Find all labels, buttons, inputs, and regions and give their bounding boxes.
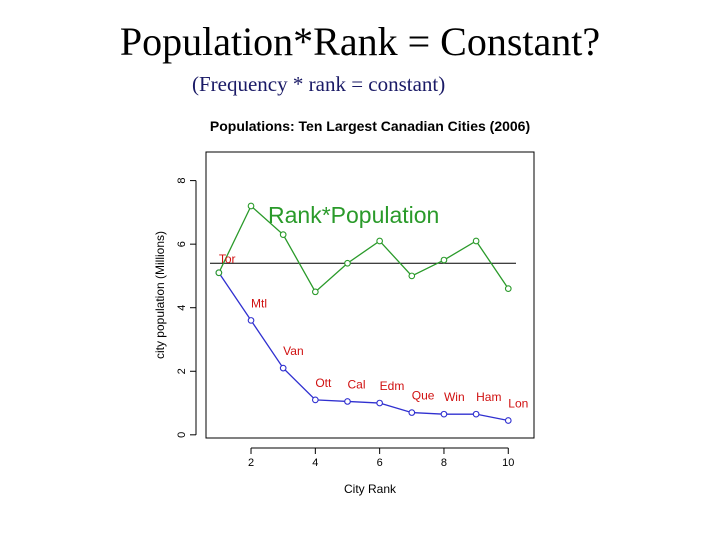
city-label-mtl: Mtl xyxy=(251,296,267,310)
city-label-van: Van xyxy=(283,344,303,358)
series-0-point-9 xyxy=(472,410,480,418)
series-0-point-7 xyxy=(408,409,416,416)
series-0-point-6 xyxy=(376,399,383,407)
series-1-point-9 xyxy=(472,237,480,245)
city-label-edm: Edm xyxy=(380,379,405,393)
y-tick-label-6: 6 xyxy=(176,241,188,247)
series-1-point-8 xyxy=(440,256,448,264)
series-line-0 xyxy=(218,272,509,422)
axes: 2 4 6 8 10 0 2 4 6 8 xyxy=(176,178,514,469)
city-label-lon: Lon xyxy=(508,397,528,411)
y-tick-label-0: 0 xyxy=(176,432,188,438)
series-0-point-8 xyxy=(440,410,448,418)
series-1-point-5 xyxy=(344,259,351,267)
series-1-point-7 xyxy=(408,272,416,280)
plot-area-frame xyxy=(205,151,535,439)
series-0-point-10 xyxy=(504,417,512,424)
city-label-que: Que xyxy=(412,389,435,403)
series-0-point-5 xyxy=(344,398,351,405)
chart-title: Populations: Ten Largest Canadian Cities… xyxy=(210,118,530,134)
series-1-point-10 xyxy=(504,285,512,292)
y-axis-label: city population (Millions) xyxy=(153,231,167,359)
city-label-ham: Ham xyxy=(476,390,501,404)
annotation-rank-population: Rank*Population xyxy=(268,202,439,228)
y-tick-label-4: 4 xyxy=(176,305,188,311)
x-tick-label-4: 4 xyxy=(312,457,318,469)
y-tick-label-8: 8 xyxy=(176,178,188,184)
series-0-point-3 xyxy=(279,364,287,372)
slide-subtitle: (Frequency * rank = constant) xyxy=(192,72,446,96)
y-tick-label-2: 2 xyxy=(176,368,188,374)
city-label-ott: Ott xyxy=(315,376,332,390)
series-0-point-4 xyxy=(311,396,319,404)
series-line-1 xyxy=(218,204,509,293)
x-tick-label-2: 2 xyxy=(248,457,254,469)
series-1-point-1 xyxy=(215,269,223,277)
series-1-point-3 xyxy=(279,231,287,238)
chart-marks: Tor Mtl Van Ott Cal Edm Que Win Ham Lon xyxy=(210,202,528,424)
x-tick-label-10: 10 xyxy=(502,457,514,469)
x-tick-label-6: 6 xyxy=(377,457,383,469)
slide-title: Population*Rank = Constant? xyxy=(119,19,601,64)
city-label-tor: Tor xyxy=(219,252,236,266)
series-1-point-6 xyxy=(376,237,383,245)
x-tick-label-8: 8 xyxy=(441,457,447,469)
series-0-point-2 xyxy=(247,317,255,324)
x-axis-label: City Rank xyxy=(344,482,397,496)
series-1-point-2 xyxy=(247,202,255,210)
city-label-win: Win xyxy=(444,390,465,404)
series-1-point-4 xyxy=(311,288,319,296)
city-label-cal: Cal xyxy=(347,377,365,391)
